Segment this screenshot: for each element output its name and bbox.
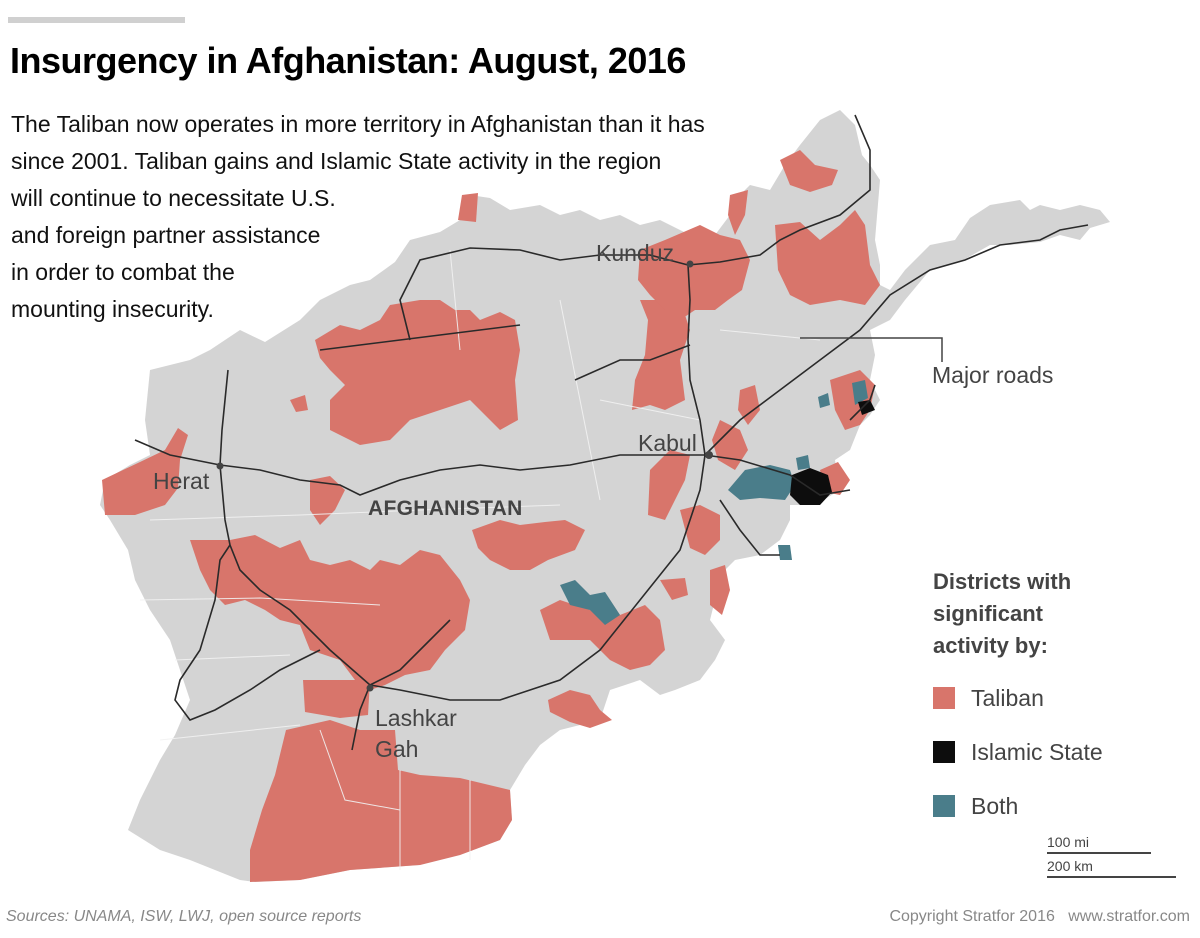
intro-text: The Taliban now operates in more territo…	[11, 106, 705, 328]
city-label-herat: Herat	[153, 468, 210, 494]
major-roads-callout: Major roads	[932, 362, 1054, 388]
legend-item-both: Both	[933, 788, 1103, 824]
taliban-swatch-icon	[933, 687, 955, 709]
city-label-lashkar-gah: Lashkar Gah	[375, 703, 457, 765]
islamic-state-districts	[790, 400, 875, 505]
city-marker-kunduz	[686, 260, 694, 268]
legend-item-label: Both	[971, 792, 1019, 819]
city-marker-herat	[216, 462, 224, 470]
legend-title-line: activity by:	[933, 633, 1048, 658]
legend-title: Districts with significant activity by:	[933, 566, 1103, 662]
city-label-kabul: Kabul	[638, 430, 697, 456]
city-label-line: Lashkar	[375, 705, 457, 731]
city-marker-kabul	[705, 451, 713, 459]
intro-line: in order to combat the	[11, 259, 235, 285]
taliban-districts	[102, 150, 880, 882]
scale-miles-bar	[1047, 852, 1151, 854]
scale-km-bar	[1047, 876, 1176, 878]
both-districts	[560, 380, 868, 625]
city-label-kunduz: Kunduz	[596, 240, 675, 266]
both-swatch-icon	[933, 795, 955, 817]
scale-miles-label: 100 mi	[1047, 834, 1090, 850]
scale-km-label: 200 km	[1047, 858, 1093, 874]
legend: Districts with significant activity by: …	[933, 566, 1103, 824]
city-label-line: Gah	[375, 736, 419, 762]
intro-line: since 2001. Taliban gains and Islamic St…	[11, 148, 662, 174]
legend-item-label: Islamic State	[971, 738, 1103, 765]
sources-text: Sources: UNAMA, ISW, LWJ, open source re…	[6, 908, 362, 925]
legend-title-line: Districts with	[933, 569, 1072, 594]
major-roads-callout-line	[800, 337, 943, 362]
city-marker-lashkar-gah	[366, 684, 374, 692]
legend-item-islamic-state: Islamic State	[933, 734, 1103, 770]
legend-item-taliban: Taliban	[933, 680, 1103, 716]
top-accent-bar	[8, 17, 185, 23]
copyright-text: Copyright Stratfor 2016 www.stratfor.com	[889, 908, 1190, 925]
intro-line: mounting insecurity.	[11, 296, 214, 322]
intro-line: and foreign partner assistance	[11, 222, 321, 248]
intro-line: will continue to necessitate U.S.	[11, 185, 336, 211]
islamic-state-swatch-icon	[933, 741, 955, 763]
intro-line: The Taliban now operates in more territo…	[11, 111, 705, 137]
page-title: Insurgency in Afghanistan: August, 2016	[10, 40, 686, 81]
scale-bar: 100 mi 200 km	[1047, 834, 1176, 882]
legend-item-label: Taliban	[971, 684, 1044, 711]
major-roads	[134, 114, 1089, 751]
legend-title-line: significant	[933, 601, 1044, 626]
country-label: AFGHANISTAN	[368, 497, 523, 520]
